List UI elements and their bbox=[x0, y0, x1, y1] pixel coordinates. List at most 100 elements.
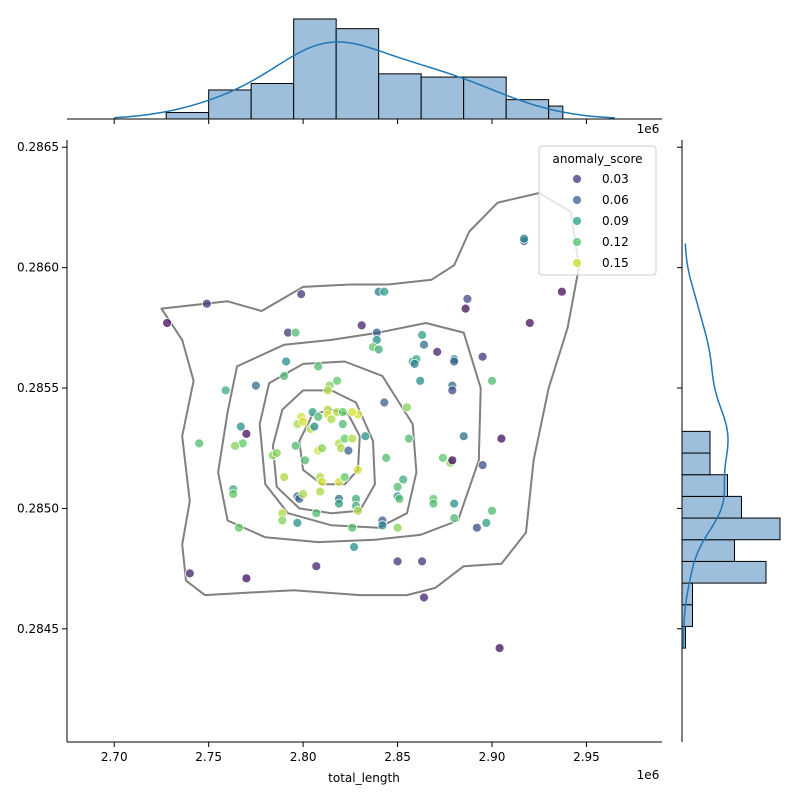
legend-marker bbox=[572, 216, 582, 226]
scatter-point bbox=[409, 358, 420, 369]
scatter-point bbox=[394, 493, 405, 504]
scatter-point bbox=[481, 518, 492, 528]
legend-entry-label: 0.12 bbox=[602, 235, 629, 249]
top-hist-bar bbox=[463, 76, 507, 120]
top-kde-line bbox=[114, 41, 615, 119]
scatter-point bbox=[334, 498, 344, 509]
scatter-point bbox=[332, 375, 343, 386]
scatter-point bbox=[487, 505, 497, 516]
scatter-point bbox=[300, 455, 310, 466]
x-axis-label: total_length bbox=[328, 771, 400, 785]
x-tick-label: 2.75 bbox=[195, 750, 222, 764]
scatter-point bbox=[279, 472, 290, 483]
scatter-point bbox=[419, 339, 429, 350]
scatter-point bbox=[309, 421, 320, 432]
legend-title: anomaly_score bbox=[552, 152, 642, 166]
top-x-offset-label: 1e6 bbox=[637, 122, 660, 136]
scatter-point bbox=[311, 508, 322, 519]
kde-contour-2 bbox=[217, 322, 482, 544]
scatter-point bbox=[343, 445, 354, 456]
scatter-point bbox=[460, 303, 471, 314]
y-tick-label: 0.2850 bbox=[17, 501, 59, 515]
scatter-point bbox=[347, 407, 358, 418]
scatter-point bbox=[377, 520, 388, 531]
scatter-point bbox=[360, 431, 371, 442]
scatter-point bbox=[271, 448, 282, 458]
scatter-point bbox=[417, 330, 428, 340]
right-hist-bar bbox=[681, 430, 711, 454]
legend-marker bbox=[572, 258, 582, 268]
scatter-point bbox=[317, 476, 327, 487]
legend-entry-label: 0.03 bbox=[602, 172, 629, 186]
scatter-point bbox=[379, 286, 390, 297]
legend-box bbox=[538, 145, 657, 276]
scatter-point bbox=[228, 489, 239, 499]
scatter-point bbox=[496, 433, 507, 444]
scatter-point bbox=[315, 486, 326, 497]
scatter-point bbox=[415, 375, 426, 386]
right-hist-bar bbox=[681, 539, 735, 562]
right-kde-line bbox=[682, 243, 729, 649]
scatter-point bbox=[477, 460, 488, 471]
scatter-point bbox=[241, 428, 252, 439]
right-hist-bar bbox=[681, 452, 711, 476]
scatter-point bbox=[449, 498, 460, 509]
scatter-point bbox=[449, 513, 460, 523]
scatter-point bbox=[524, 318, 535, 328]
top-hist-bar bbox=[293, 18, 337, 120]
scatter-point bbox=[281, 356, 292, 367]
y-tick-label: 0.2865 bbox=[17, 140, 59, 154]
scatter-point bbox=[417, 556, 428, 567]
top-hist-bar bbox=[165, 112, 210, 120]
scatter-point bbox=[392, 556, 403, 567]
scatter-point bbox=[349, 542, 360, 552]
scatter-point bbox=[250, 380, 261, 391]
right-histogram bbox=[677, 140, 781, 742]
legend-entry-label: 0.06 bbox=[602, 193, 629, 207]
scatter-point bbox=[317, 443, 327, 454]
scatter-point bbox=[419, 592, 429, 603]
scatter-point bbox=[557, 286, 567, 297]
scatter-point bbox=[462, 293, 473, 304]
scatter-point bbox=[392, 481, 403, 492]
y-tick-label: 0.2860 bbox=[17, 261, 59, 275]
x-tick-label: 2.85 bbox=[384, 750, 411, 764]
scatter-point bbox=[337, 407, 348, 418]
top-histogram bbox=[67, 18, 662, 124]
scatter-point bbox=[437, 452, 448, 463]
top-hist-bar bbox=[378, 73, 422, 120]
scatter-point bbox=[347, 433, 358, 444]
scatter-point bbox=[235, 421, 246, 432]
scatter-point bbox=[296, 289, 307, 300]
scatter-point bbox=[487, 375, 497, 386]
x-tick-label: 2.80 bbox=[290, 750, 317, 764]
scatter-point bbox=[298, 489, 309, 499]
scatter-point bbox=[184, 568, 195, 579]
scatter-point bbox=[313, 361, 324, 372]
kde-contour-1 bbox=[160, 192, 580, 597]
legend-marker bbox=[572, 174, 582, 184]
scatter-point bbox=[403, 433, 414, 444]
scatter-point bbox=[292, 518, 303, 528]
right-hist-bar bbox=[681, 560, 767, 584]
legend-entry-label: 0.15 bbox=[602, 256, 629, 270]
scatter-point bbox=[356, 320, 367, 331]
top-hist-bar bbox=[208, 89, 252, 120]
scatter-point bbox=[392, 522, 403, 533]
top-hist-bar bbox=[250, 83, 295, 120]
scatter-point bbox=[398, 474, 409, 485]
scatter-point bbox=[432, 346, 443, 357]
y-tick-label: 0.2845 bbox=[17, 622, 59, 636]
scatter-point bbox=[277, 515, 288, 526]
scatter-point bbox=[402, 402, 412, 413]
x-tick-label: 2.95 bbox=[573, 750, 600, 764]
scatter-point bbox=[290, 327, 301, 338]
legend-marker bbox=[572, 195, 582, 205]
scatter-point bbox=[339, 472, 350, 483]
x-tick-label: 2.90 bbox=[479, 750, 506, 764]
scatter-point bbox=[230, 440, 241, 451]
scatter-point bbox=[347, 522, 358, 533]
y-tick-label: 0.2855 bbox=[17, 381, 59, 395]
scatter-point bbox=[352, 464, 363, 475]
